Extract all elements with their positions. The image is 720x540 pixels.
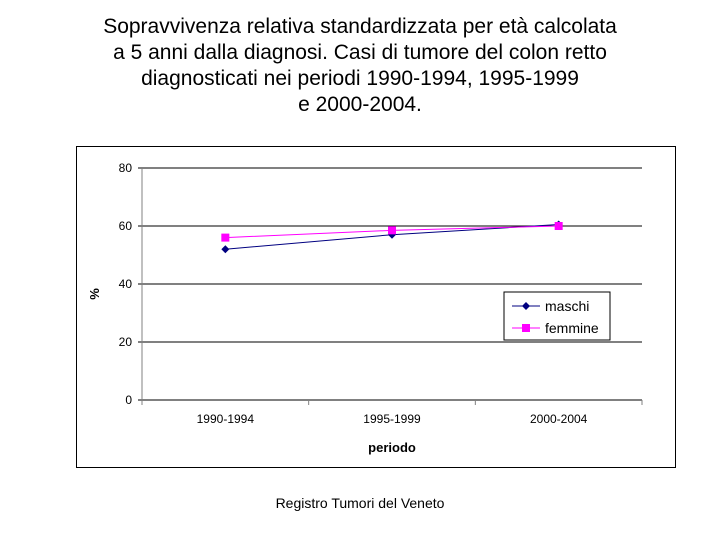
data-point-femmine [554,222,563,230]
y-tick-label: 40 [119,277,133,291]
y-tick-label: 60 [119,219,133,233]
title-line-2: a 5 anni dalla diagnosi. Casi di tumore … [113,41,607,64]
axis-layer: 0 20 40 60 80 1990-1994 1995-1999 2000-2004 [119,161,643,426]
legend-box [503,291,611,341]
legend-marker-femmine [522,324,530,332]
x-tick-label: 1990-1994 [197,412,255,426]
legend-marker-maschi [522,302,530,310]
x-tick-label: 1995-1999 [363,412,421,426]
legend-label-femmine: femmine [545,320,599,336]
chart-frame: 0 20 40 60 80 1990-1994 1995-1999 2000-2004 mas… [76,146,676,468]
source-caption: Registro Tumori del Veneto [275,495,445,511]
title-line-1: Sopravvivenza relativa standardizzata pe… [103,15,617,38]
legend-label-maschi: maschi [545,298,589,314]
x-tick-label: 2000-2004 [530,412,588,426]
data-point-femmine [388,226,396,235]
slide-title: Sopravvivenza relativa standardizzata pe… [20,14,700,118]
title-line-3: diagnosticati nei periodi 1990-1994, 199… [141,67,579,90]
data-point-maschi [221,245,230,254]
y-tick-label: 80 [119,161,133,175]
legend: maschi femmine [503,291,611,341]
x-axis-label: periodo [368,440,416,455]
title-line-4: e 2000-2004. [298,93,422,116]
survival-line-chart: 0 20 40 60 80 1990-1994 1995-1999 2000-2004 mas… [87,161,643,455]
series-layer [221,220,563,254]
grid-layer [142,167,642,401]
y-tick-label: 20 [119,335,133,349]
y-tick-label: 0 [125,393,132,407]
y-axis-label: % [87,288,102,300]
data-point-femmine [221,233,230,242]
